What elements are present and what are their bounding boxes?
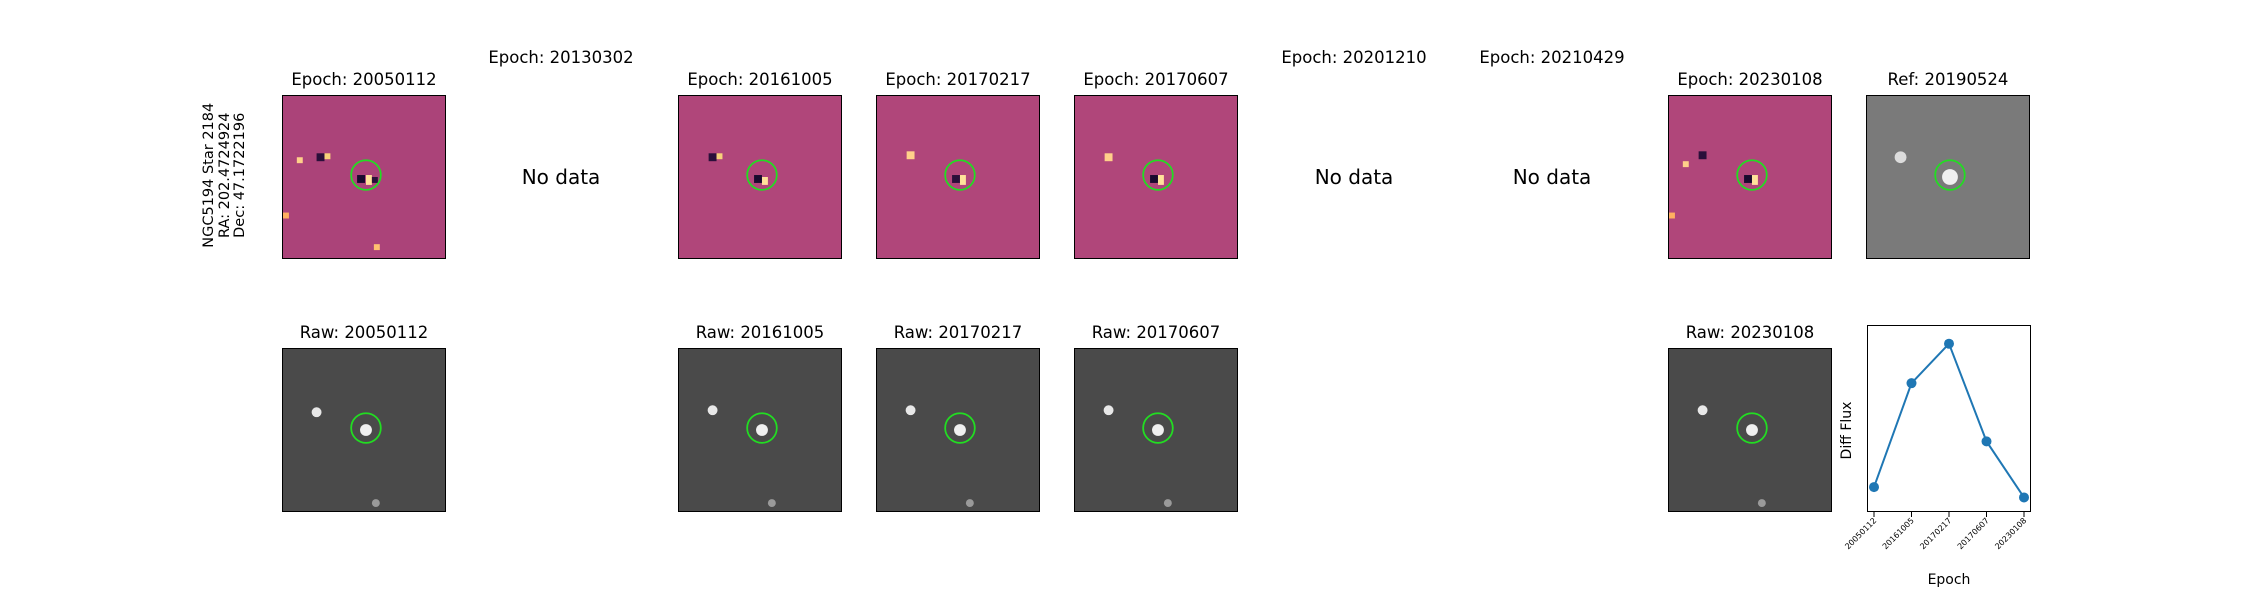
diff-image-svg-4 bbox=[877, 96, 1039, 258]
epoch-title-4: Epoch: 20170217 bbox=[885, 70, 1031, 89]
diff-image-svg-1 bbox=[283, 96, 445, 258]
raw-image-5 bbox=[1668, 348, 1832, 512]
target-circle bbox=[1142, 412, 1174, 444]
diff-image-svg-3 bbox=[679, 96, 841, 258]
epoch-title-6: Epoch: 20201210 bbox=[1281, 48, 1427, 67]
raw-image-svg-3 bbox=[877, 349, 1039, 511]
no-data-6: No data bbox=[1314, 165, 1394, 189]
diff-image-3 bbox=[678, 95, 842, 259]
raw-title-2: Raw: 20161005 bbox=[695, 323, 825, 342]
data-point bbox=[1869, 482, 1879, 493]
star-name: NGC5194 Star 2184 bbox=[200, 102, 217, 248]
star-dec: Dec: 47.1722196 bbox=[231, 112, 248, 238]
data-point bbox=[1906, 378, 1917, 389]
raw-title-5: Raw: 20230108 bbox=[1685, 323, 1815, 342]
raw-image-svg-1 bbox=[283, 349, 445, 511]
star-ra: RA: 202.4724924 bbox=[216, 112, 233, 239]
raw-image-svg-5 bbox=[1669, 349, 1831, 511]
raw-image-3 bbox=[876, 348, 1040, 512]
x-axis-label: Epoch bbox=[1928, 572, 1971, 588]
light-curve-chart: 20050112 20161005 20170217 20170607 20230108… bbox=[1839, 338, 2029, 588]
raw-image-svg-2 bbox=[679, 349, 841, 511]
raw-title-1: Raw: 20050112 bbox=[299, 323, 429, 342]
diff-image-svg-5 bbox=[1075, 96, 1237, 258]
target-circle bbox=[944, 159, 976, 191]
raw-title-3: Raw: 20170217 bbox=[893, 323, 1023, 342]
target-circle bbox=[746, 159, 778, 191]
x-tick-label: 20050112 bbox=[1843, 516, 1878, 551]
target-circle bbox=[1736, 412, 1768, 444]
diff-image-8 bbox=[1668, 95, 1832, 259]
target-circle bbox=[1142, 159, 1174, 191]
target-circle bbox=[350, 159, 382, 191]
raw-image-svg-4 bbox=[1075, 349, 1237, 511]
target-circle bbox=[746, 412, 778, 444]
diff-image-4 bbox=[876, 95, 1040, 259]
no-data-2: No data bbox=[521, 165, 601, 189]
diff-image-1 bbox=[282, 95, 446, 259]
epoch-title-8: Epoch: 20230108 bbox=[1677, 70, 1823, 89]
light-curve-axes bbox=[1867, 325, 2031, 512]
data-point bbox=[2019, 492, 2029, 503]
epoch-title-1: Epoch: 20050112 bbox=[291, 70, 437, 89]
target-circle bbox=[944, 412, 976, 444]
raw-title-4: Raw: 20170607 bbox=[1091, 323, 1221, 342]
ref-image-svg bbox=[1867, 96, 2029, 258]
series-line bbox=[1873, 341, 2025, 499]
ref-image bbox=[1866, 95, 2030, 259]
raw-image-2 bbox=[678, 348, 842, 512]
epoch-title-2: Epoch: 20130302 bbox=[488, 48, 634, 67]
epoch-title-5: Epoch: 20170607 bbox=[1083, 70, 1229, 89]
diff-image-svg-8 bbox=[1669, 96, 1831, 258]
data-point bbox=[1981, 436, 1992, 447]
raw-image-4 bbox=[1074, 348, 1238, 512]
x-tick-label: 20230108 bbox=[1993, 516, 2028, 551]
x-tick-label: 20170607 bbox=[1956, 516, 1991, 551]
target-circle bbox=[1736, 159, 1768, 191]
data-point bbox=[1944, 338, 1954, 349]
target-circle bbox=[350, 412, 382, 444]
no-data-7: No data bbox=[1512, 165, 1592, 189]
epoch-title-3: Epoch: 20161005 bbox=[687, 70, 833, 89]
raw-image-1 bbox=[282, 348, 446, 512]
x-tick-label: 20161005 bbox=[1881, 516, 1916, 551]
y-axis-label: Diff Flux bbox=[1839, 402, 1855, 460]
epoch-title-7: Epoch: 20210429 bbox=[1479, 48, 1625, 67]
ref-title: Ref: 20190524 bbox=[1887, 70, 2009, 89]
x-tick-label: 20170217 bbox=[1918, 516, 1953, 551]
target-circle bbox=[1934, 159, 1966, 191]
diff-image-5 bbox=[1074, 95, 1238, 259]
